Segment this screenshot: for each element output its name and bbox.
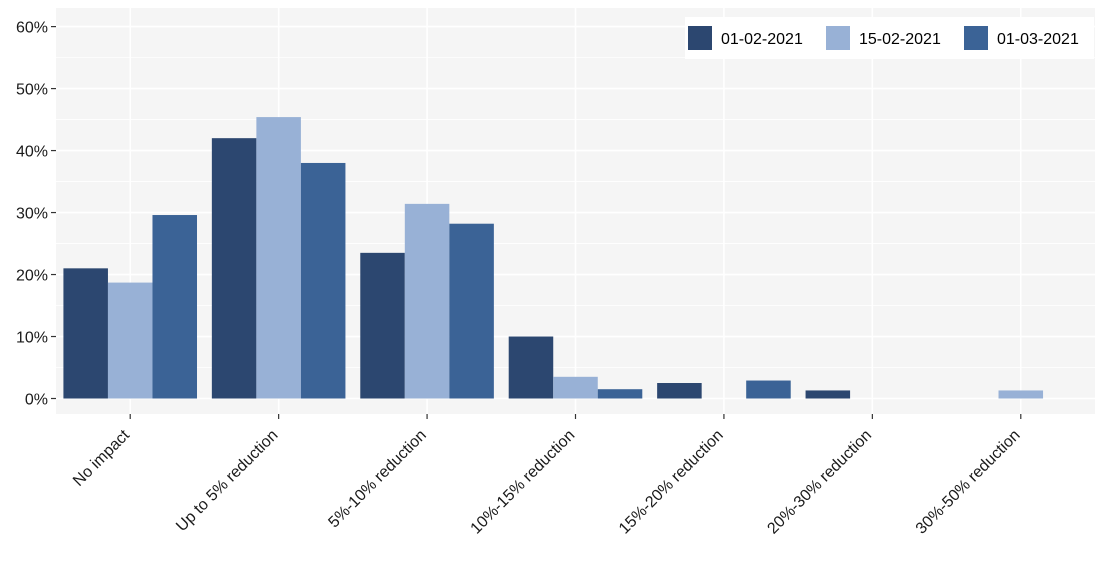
y-tick-label: 40% [16,144,48,161]
bar [63,268,108,399]
bars-layer [63,117,1044,399]
bar [449,223,494,399]
bar [211,138,257,399]
y-tick-label: 50% [16,82,48,99]
bar [360,252,405,399]
bar [107,282,153,399]
y-tick-label: 30% [16,206,48,223]
bar [998,390,1044,399]
legend-key [826,26,850,50]
bar [404,203,450,399]
y-axis: 0% 10% 20% 30% 40% 50% 60% [16,20,56,409]
y-tick-label: 60% [16,20,48,37]
legend-label: 01-03-2021 [997,31,1079,48]
legend-label: 15-02-2021 [859,31,941,48]
y-tick-label: 10% [16,330,48,347]
bar [805,390,851,399]
legend-box [685,17,1094,59]
bar [508,336,554,399]
y-tick-label: 0% [25,392,48,409]
bar [597,389,643,399]
bar [746,380,791,399]
legend-key [688,26,712,50]
bar [152,215,198,399]
bar [657,383,702,399]
bar [256,117,301,399]
y-tick-label: 20% [16,268,48,285]
legend-key [964,26,988,50]
bar [300,162,346,399]
legend-label: 01-02-2021 [721,31,803,48]
bar [553,376,598,399]
legend: 01-02-2021 15-02-2021 01-03-2021 [685,17,1094,59]
